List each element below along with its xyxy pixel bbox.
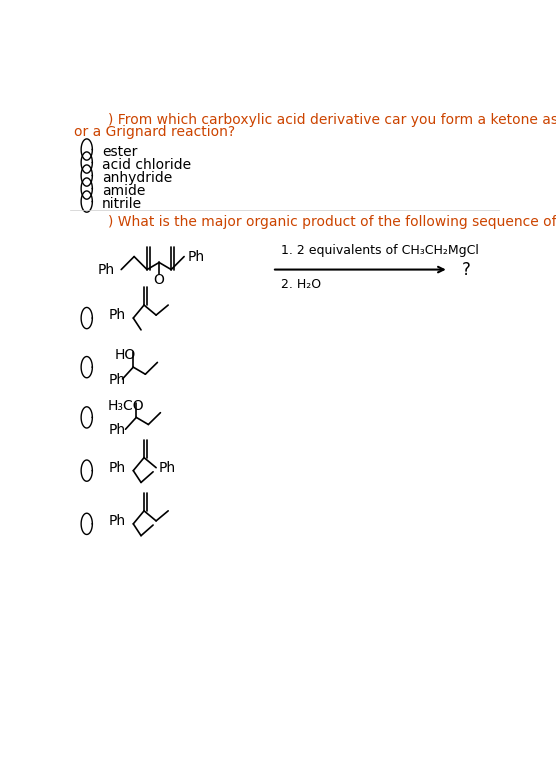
Text: Ph: Ph [97,263,115,276]
Text: ?: ? [461,260,470,279]
Text: Ph: Ph [187,250,205,263]
Text: HO: HO [115,349,136,362]
Text: Ph: Ph [158,461,175,475]
Text: 1. 2 equivalents of CH₃CH₂MgCl: 1. 2 equivalents of CH₃CH₂MgCl [281,243,479,257]
Text: ) From which carboxylic acid derivative car you form a ketone as the product: ) From which carboxylic acid derivative … [108,113,556,127]
Text: 2. H₂O: 2. H₂O [281,279,321,291]
Text: Ph: Ph [108,514,126,528]
Text: anhydride: anhydride [102,171,172,185]
Text: Ph: Ph [108,373,126,387]
Text: or a Grignard reaction?: or a Grignard reaction? [74,124,235,139]
Text: Ph: Ph [108,423,126,438]
Text: Ph: Ph [108,308,126,322]
Text: O: O [153,273,165,287]
Text: H₃CO: H₃CO [107,399,144,412]
Text: amide: amide [102,184,145,198]
Text: ) What is the major organic product of the following sequence of reactions?: ) What is the major organic product of t… [108,215,556,229]
Text: acid chloride: acid chloride [102,158,191,172]
Text: Ph: Ph [108,461,126,475]
Text: nitrile: nitrile [102,197,142,211]
Text: ester: ester [102,145,137,160]
